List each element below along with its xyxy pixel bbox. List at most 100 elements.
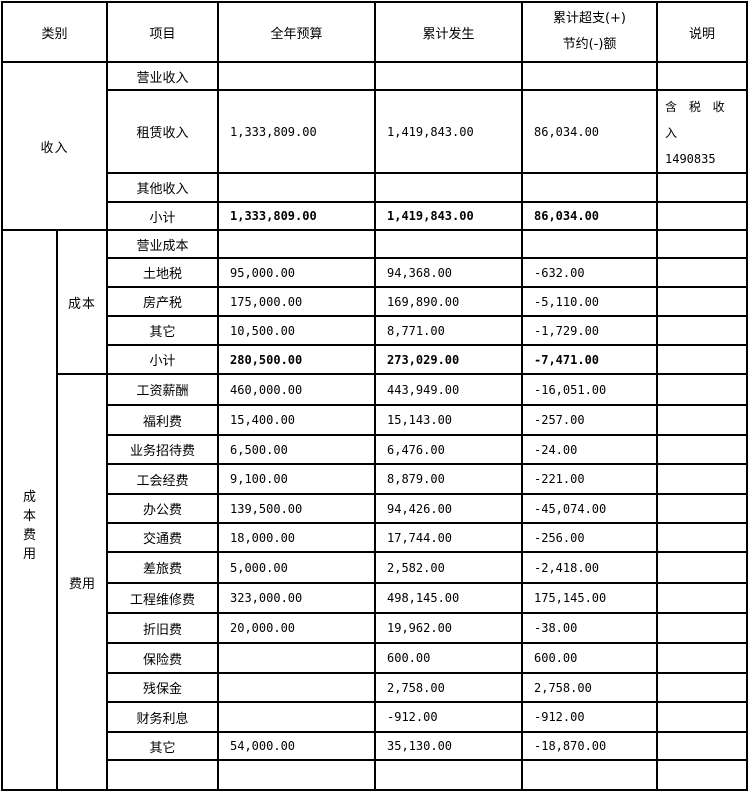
budget-value: 460,000.00: [217, 373, 376, 406]
note-line1: 含 税 收 入: [665, 100, 725, 140]
item-label: 土地税: [106, 257, 219, 288]
table-row subtotal-row: 小计 1,333,809.00 1,419,843.00 86,034.00: [2, 201, 748, 231]
actual-value: 2,582.00: [374, 551, 523, 584]
table-row: 工会经费 9,100.00 8,879.00 -221.00: [2, 463, 748, 495]
item-label: 房产税: [106, 286, 219, 317]
budget-value: 54,000.00: [217, 731, 376, 761]
note-cell: [656, 373, 748, 406]
actual-value: 600.00: [374, 642, 523, 674]
table-row: 办公费 139,500.00 94,426.00 -45,074.00: [2, 493, 748, 524]
budget-value: 280,500.00: [217, 344, 376, 375]
actual-value: [374, 229, 523, 259]
item-label: 业务招待费: [106, 434, 219, 465]
actual-value: 94,426.00: [374, 493, 523, 524]
table-row-partial: [2, 759, 748, 791]
category-income: 收入: [1, 61, 108, 231]
category-cost-expense-label: 成本费用: [22, 490, 36, 562]
budget-value: 5,000.00: [217, 551, 376, 584]
variance-value: -1,729.00: [521, 315, 658, 346]
subtotal-label: 小计: [106, 344, 219, 375]
item-label: 工会经费: [106, 463, 219, 495]
variance-value: 86,034.00: [521, 201, 658, 231]
variance-value: -16,051.00: [521, 373, 658, 406]
header-item: 项目: [106, 1, 219, 63]
table-row: 财务利息 -912.00 -912.00: [2, 701, 748, 733]
item-label: 租赁收入: [106, 89, 219, 174]
variance-value: [521, 61, 658, 91]
item-label: 差旅费: [106, 551, 219, 584]
note-cell: [656, 257, 748, 288]
actual-value: -912.00: [374, 701, 523, 733]
actual-value: 273,029.00: [374, 344, 523, 375]
item-label: 财务利息: [106, 701, 219, 733]
item-label: 残保金: [106, 672, 219, 703]
note-cell: [656, 672, 748, 703]
item-label: 交通费: [106, 522, 219, 553]
budget-value: [217, 701, 376, 733]
table-row: 交通费 18,000.00 17,744.00 -256.00: [2, 522, 748, 553]
category-expense: 费用: [56, 373, 108, 791]
actual-value: 94,368.00: [374, 257, 523, 288]
variance-value: -18,870.00: [521, 731, 658, 761]
budget-value: 1,333,809.00: [217, 89, 376, 174]
actual-value: 1,419,843.00: [374, 201, 523, 231]
budget-value: 1,333,809.00: [217, 201, 376, 231]
actual-value: 169,890.00: [374, 286, 523, 317]
actual-value: 8,879.00: [374, 463, 523, 495]
actual-value: 2,758.00: [374, 672, 523, 703]
item-label: 工程维修费: [106, 582, 219, 614]
note-cell: [656, 61, 748, 91]
item-label: 营业收入: [106, 61, 219, 91]
variance-value: [521, 172, 658, 203]
header-variance-line1: 累计超支(+): [552, 11, 627, 26]
item-label: 其它: [106, 315, 219, 346]
variance-value: [521, 759, 658, 791]
table-row: 业务招待费 6,500.00 6,476.00 -24.00: [2, 434, 748, 465]
budget-value: [217, 642, 376, 674]
header-variance-line2: 节约(-)额: [562, 37, 617, 52]
item-label: 保险费: [106, 642, 219, 674]
note-cell: [656, 522, 748, 553]
table-row: 费用 工资薪酬 460,000.00 443,949.00 -16,051.00: [2, 373, 748, 791]
variance-value: -24.00: [521, 434, 658, 465]
budget-value: 20,000.00: [217, 612, 376, 644]
actual-value: 443,949.00: [374, 373, 523, 406]
actual-value: [374, 61, 523, 91]
note-cell: [656, 434, 748, 465]
budget-value: 323,000.00: [217, 582, 376, 614]
actual-value: 15,143.00: [374, 404, 523, 436]
note-cell: [656, 701, 748, 733]
note-cell: [656, 315, 748, 346]
budget-value: [217, 672, 376, 703]
header-budget: 全年预算: [217, 1, 376, 63]
actual-value: 17,744.00: [374, 522, 523, 553]
table-row: 工程维修费 323,000.00 498,145.00 175,145.00: [2, 582, 748, 614]
table-row: 残保金 2,758.00 2,758.00: [2, 672, 748, 703]
budget-value: [217, 61, 376, 91]
actual-value: 8,771.00: [374, 315, 523, 346]
item-label: 福利费: [106, 404, 219, 436]
variance-value: 175,145.00: [521, 582, 658, 614]
note-cell: [656, 229, 748, 259]
actual-value: 35,130.00: [374, 731, 523, 761]
table-row: 其他收入: [2, 172, 748, 203]
note-cell: [656, 286, 748, 317]
subtotal-label: 小计: [106, 201, 219, 231]
actual-value: 498,145.00: [374, 582, 523, 614]
variance-value: -2,418.00: [521, 551, 658, 584]
header-note: 说明: [656, 1, 748, 63]
budget-value: 9,100.00: [217, 463, 376, 495]
table-row: 折旧费 20,000.00 19,962.00 -38.00: [2, 612, 748, 644]
table-row: 福利费 15,400.00 15,143.00 -257.00: [2, 404, 748, 436]
variance-value: -7,471.00: [521, 344, 658, 375]
table-row: 成本费用 成本 营业成本: [1, 229, 748, 791]
table-row: 房产税 175,000.00 169,890.00 -5,110.00: [2, 286, 748, 317]
budget-value: [217, 759, 376, 791]
table-row: 租赁收入 1,333,809.00 1,419,843.00 86,034.00…: [2, 89, 748, 174]
note-cell: [656, 201, 748, 231]
budget-value: 139,500.00: [217, 493, 376, 524]
variance-value: -912.00: [521, 701, 658, 733]
actual-value: 1,419,843.00: [374, 89, 523, 174]
budget-value: 18,000.00: [217, 522, 376, 553]
